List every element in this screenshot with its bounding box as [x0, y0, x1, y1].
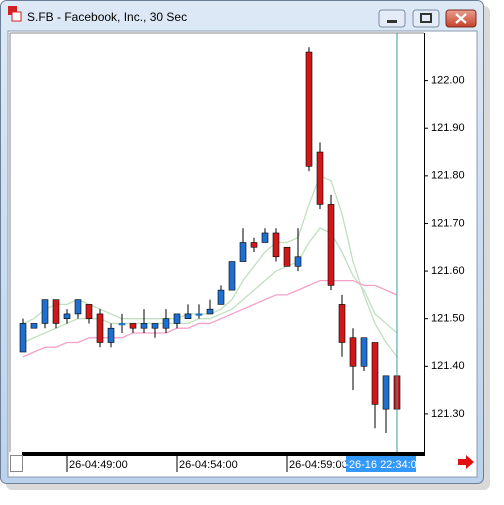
candle-body-up — [30, 323, 38, 329]
candle-body-down — [316, 151, 324, 205]
minimize-icon — [387, 20, 397, 23]
x-tick-label: 26-04:49:00 — [69, 459, 128, 471]
window-title: S.FB - Facebook, Inc., 30 Sec — [27, 10, 187, 24]
candle-body-up — [239, 242, 247, 262]
x-scrollbar[interactable] — [22, 452, 424, 456]
candle-body-down — [305, 51, 313, 167]
candle-body-down — [338, 304, 346, 343]
candle-body-up — [382, 375, 390, 410]
candle-body-down — [349, 337, 357, 367]
x-tick-label: 26-04:54:00 — [179, 459, 238, 471]
moving-average-line — [22, 279, 398, 358]
y-tick-label: 121.80 — [431, 170, 465, 182]
x-tick-label: 26-04:59:00 — [289, 459, 348, 471]
candle-body-down — [272, 232, 280, 258]
y-tick-label: 121.30 — [431, 408, 465, 420]
cursor-label-box — [346, 456, 416, 472]
candle-body-up — [217, 289, 225, 305]
candle-body-down — [250, 242, 258, 248]
scroll-right-arrow[interactable] — [458, 455, 474, 469]
y-tick-label: 121.50 — [431, 313, 465, 325]
maximize-icon — [420, 13, 432, 23]
candle-body-up — [195, 313, 203, 316]
candle-body-up — [118, 323, 126, 326]
candle-body-up — [228, 261, 236, 291]
y-tick-label: 121.40 — [431, 360, 465, 372]
y-tick-label: 121.70 — [431, 217, 465, 229]
candle-body-up — [107, 327, 115, 343]
candle-body-down — [85, 304, 93, 319]
candle-body-up — [184, 313, 192, 319]
candle-body-down — [327, 204, 335, 286]
moving-average-line — [22, 227, 398, 344]
close-icon — [455, 13, 467, 24]
y-tick-label: 122.00 — [431, 75, 465, 87]
minimize-button[interactable] — [378, 9, 406, 28]
candle-body-up — [151, 323, 159, 329]
maximize-button[interactable] — [412, 9, 440, 28]
app-icon — [11, 11, 22, 22]
candle-body-up — [140, 323, 148, 329]
candle-body-up — [206, 308, 214, 315]
candle-body-up — [19, 323, 27, 353]
candle-body-down — [371, 342, 379, 405]
y-tick-label: 121.60 — [431, 265, 465, 277]
candle-body-down — [129, 323, 137, 329]
candle-body-up — [173, 313, 181, 324]
candle-body-down — [52, 299, 60, 324]
candle-body-down — [283, 246, 291, 267]
candle-body-up — [162, 318, 170, 329]
candle-body-up — [41, 299, 49, 324]
cursor-label: 7-26-16 22:34:00 — [339, 459, 423, 471]
scroll-box[interactable] — [10, 455, 23, 472]
candle-body-up — [74, 299, 82, 315]
candle-body-down — [96, 313, 104, 343]
candle-body-up — [294, 256, 302, 267]
candle-body-up — [261, 232, 269, 243]
app-icon — [8, 6, 17, 15]
y-tick-label: 121.90 — [431, 122, 465, 134]
candle-body-up — [360, 337, 368, 367]
candle-body-up — [63, 313, 71, 319]
